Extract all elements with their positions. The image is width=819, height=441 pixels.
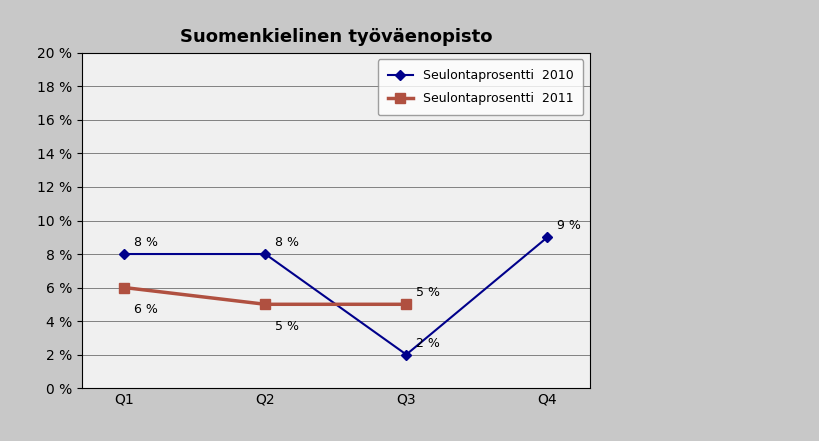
Text: 8 %: 8 % bbox=[275, 236, 299, 249]
Text: 6 %: 6 % bbox=[134, 303, 158, 316]
Legend: Seulontaprosentti  2010, Seulontaprosentti  2011: Seulontaprosentti 2010, Seulontaprosentt… bbox=[378, 59, 583, 115]
Seulontaprosentti  2011 bbox=[260, 302, 270, 307]
Text: 5 %: 5 % bbox=[275, 320, 299, 333]
Line: Seulontaprosentti  2010: Seulontaprosentti 2010 bbox=[120, 234, 551, 358]
Seulontaprosentti  2010 bbox=[120, 251, 129, 257]
Seulontaprosentti  2011 bbox=[401, 302, 411, 307]
Title: Suomenkielinen työväenopisto: Suomenkielinen työväenopisto bbox=[179, 28, 492, 46]
Seulontaprosentti  2010 bbox=[260, 251, 270, 257]
Line: Seulontaprosentti  2011: Seulontaprosentti 2011 bbox=[120, 283, 411, 309]
Seulontaprosentti  2010 bbox=[542, 235, 552, 240]
Seulontaprosentti  2011 bbox=[120, 285, 129, 290]
Seulontaprosentti  2010 bbox=[401, 352, 411, 357]
Text: 2 %: 2 % bbox=[416, 336, 440, 350]
Text: 9 %: 9 % bbox=[557, 219, 581, 232]
Text: 8 %: 8 % bbox=[134, 236, 158, 249]
Text: 5 %: 5 % bbox=[416, 286, 440, 299]
